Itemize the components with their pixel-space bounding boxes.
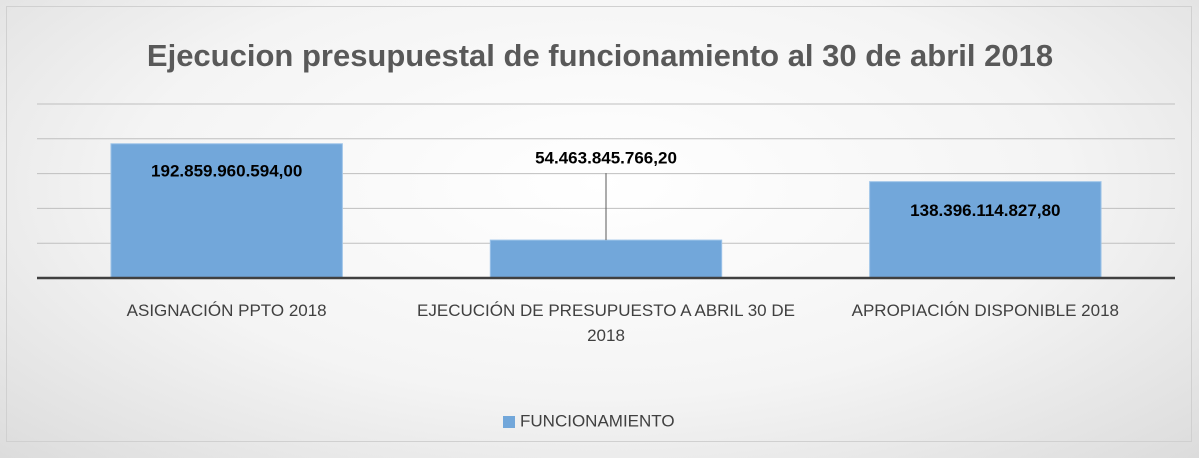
x-tick-label: ASIGNACIÓN PPTO 2018 (126, 301, 327, 320)
legend-label: FUNCIONAMIENTO (520, 411, 675, 430)
bar (869, 181, 1102, 279)
x-tick-label: APROPIACIÓN DISPONIBLE 2018 (851, 301, 1120, 320)
data-label: 192.859.960.594,00 (151, 161, 302, 180)
chart-title: Ejecucion presupuestal de funcionamiento… (146, 38, 1054, 73)
data-label: 54.463.845.766,20 (535, 149, 677, 168)
x-tick-label: EJECUCIÓN DE PRESUPUESTO A ABRIL 30 DE 2… (417, 301, 795, 345)
bar (110, 143, 343, 279)
chart-frame (6, 6, 1192, 442)
legend-swatch (503, 416, 515, 428)
bar (489, 239, 723, 279)
data-label: 138.396.114.827,80 (910, 201, 1060, 220)
